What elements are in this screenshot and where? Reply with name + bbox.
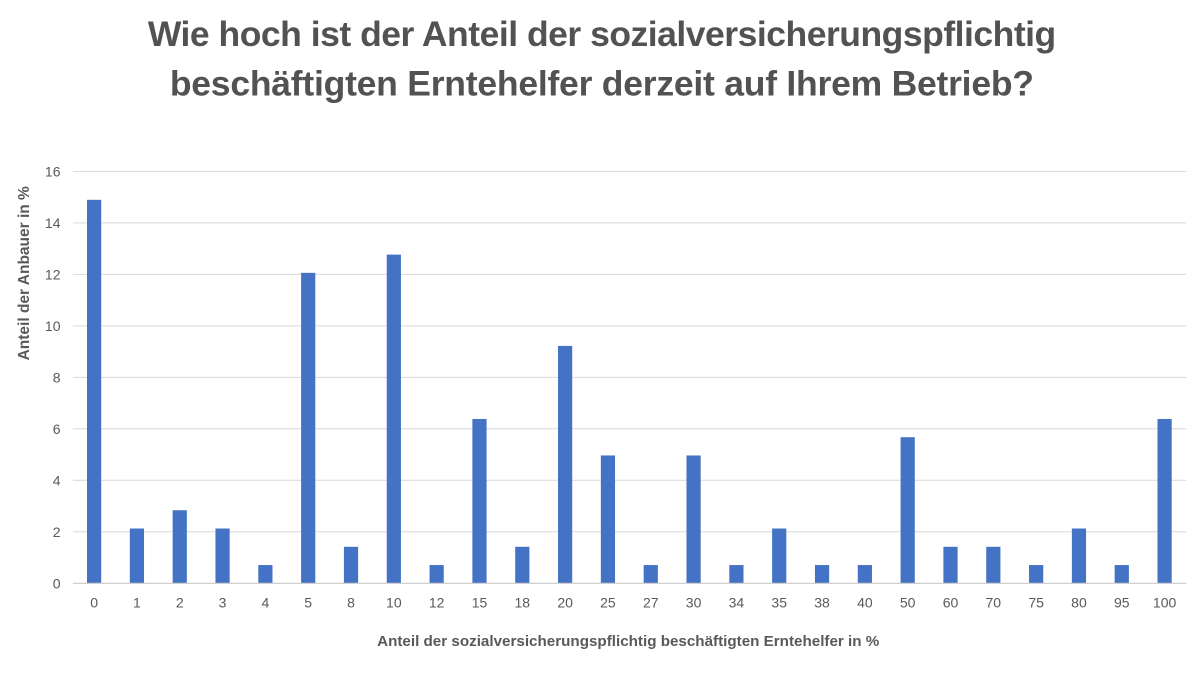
svg-text:20: 20	[557, 595, 573, 611]
svg-text:8: 8	[53, 369, 61, 385]
svg-text:14: 14	[45, 215, 61, 231]
svg-text:1: 1	[133, 595, 141, 611]
svg-text:0: 0	[90, 595, 98, 611]
svg-text:Wie hoch ist der Anteil der so: Wie hoch ist der Anteil der sozialversic…	[148, 14, 1056, 54]
svg-text:80: 80	[1071, 595, 1087, 611]
svg-text:beschäftigten Erntehelfer derz: beschäftigten Erntehelfer derzeit auf Ih…	[170, 64, 1034, 104]
svg-text:70: 70	[986, 595, 1002, 611]
svg-text:0: 0	[53, 575, 61, 591]
svg-text:4: 4	[261, 595, 269, 611]
svg-text:12: 12	[429, 595, 445, 611]
svg-text:75: 75	[1028, 595, 1044, 611]
svg-text:5: 5	[304, 595, 312, 611]
svg-text:38: 38	[814, 595, 830, 611]
svg-text:40: 40	[857, 595, 873, 611]
svg-text:30: 30	[686, 595, 702, 611]
svg-text:16: 16	[45, 163, 61, 179]
svg-text:60: 60	[943, 595, 959, 611]
svg-text:10: 10	[45, 318, 61, 334]
svg-text:50: 50	[900, 595, 916, 611]
svg-text:35: 35	[771, 595, 787, 611]
svg-text:4: 4	[53, 472, 61, 488]
svg-text:27: 27	[643, 595, 659, 611]
svg-text:12: 12	[45, 266, 61, 282]
svg-text:18: 18	[515, 595, 531, 611]
svg-text:34: 34	[729, 595, 745, 611]
svg-text:2: 2	[176, 595, 184, 611]
svg-text:2: 2	[53, 524, 61, 540]
svg-text:Anteil der Anbauer in %: Anteil der Anbauer in %	[16, 186, 33, 360]
svg-text:25: 25	[600, 595, 616, 611]
svg-text:3: 3	[219, 595, 227, 611]
svg-text:95: 95	[1114, 595, 1130, 611]
svg-text:100: 100	[1153, 595, 1177, 611]
svg-text:Anteil der sozialversicherungs: Anteil der sozialversicherungspflichtig …	[377, 633, 880, 650]
svg-text:8: 8	[347, 595, 355, 611]
svg-text:6: 6	[53, 421, 61, 437]
svg-text:10: 10	[386, 595, 402, 611]
svg-text:15: 15	[472, 595, 488, 611]
